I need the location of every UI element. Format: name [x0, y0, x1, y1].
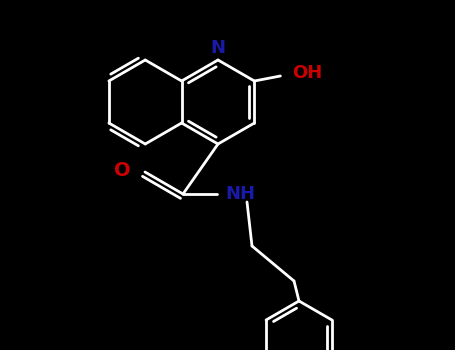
Text: OH: OH: [293, 64, 323, 82]
Text: O: O: [114, 161, 131, 180]
Text: N: N: [211, 39, 226, 57]
Text: NH: NH: [225, 185, 255, 203]
